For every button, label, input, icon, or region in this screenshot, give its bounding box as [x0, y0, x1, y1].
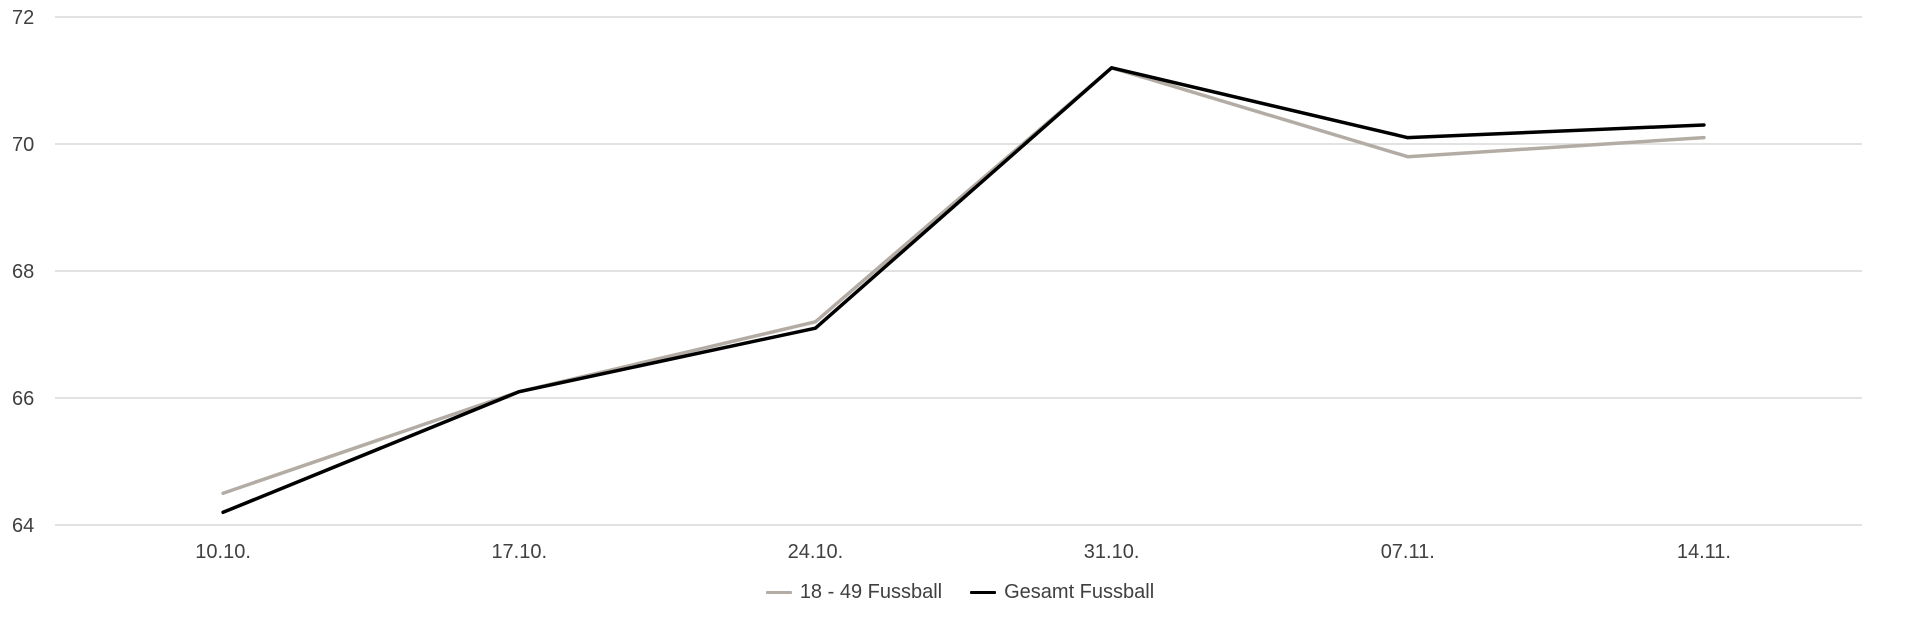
y-tick-label: 66: [12, 388, 34, 410]
x-tick-label: 31.10.: [1084, 541, 1140, 563]
y-tick-label: 68: [12, 261, 34, 283]
x-tick-label: 24.10.: [788, 541, 844, 563]
legend-label: Gesamt Fussball: [1004, 580, 1155, 603]
chart-legend: 18 - 49 Fussball Gesamt Fussball: [0, 567, 1920, 617]
legend-line-icon: [765, 590, 792, 594]
x-tick-label: 07.11.: [1381, 541, 1435, 563]
y-tick-label: 64: [12, 515, 34, 537]
x-tick-label: 14.11.: [1677, 541, 1731, 563]
legend-item-gesamt-fussball[interactable]: Gesamt Fussball: [970, 581, 1154, 604]
legend-label: 18 - 49 Fussball: [799, 580, 943, 603]
x-tick-label: 17.10.: [491, 541, 547, 563]
series-line-gesamt-fussball: [221, 66, 1706, 515]
legend-item-18-49-fussball[interactable]: 18 - 49 Fussball: [765, 580, 943, 604]
x-tick-label: 10.10.: [195, 541, 251, 563]
y-tick-label: 70: [12, 134, 34, 156]
y-tick-label: 72: [12, 7, 34, 29]
series-line-18-49-fussball: [221, 66, 1706, 495]
plot-area: 72 70 68 66 64 10.10. 17.10. 24.10. 31.10. 07.11.…: [12, 7, 1862, 563]
legend-line-icon: [970, 590, 997, 594]
